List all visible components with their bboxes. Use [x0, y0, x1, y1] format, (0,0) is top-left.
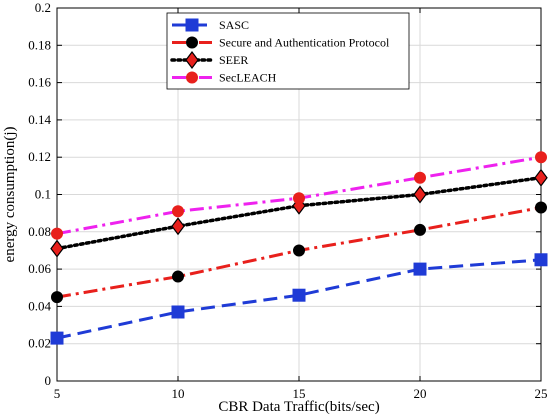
series-0: [50, 253, 548, 345]
legend-entry: Secure and Authentication Protocol: [172, 36, 390, 50]
legend-entry: SecLEACH: [172, 71, 277, 85]
y-tick-label: 0.12: [28, 149, 51, 164]
x-tick-label: 5: [54, 386, 61, 401]
legend-label: SASC: [219, 18, 249, 32]
x-axis-label: CBR Data Traffic(bits/sec): [218, 399, 379, 415]
data-point: [50, 239, 64, 258]
data-point: [293, 244, 305, 257]
y-tick-label: 0.2: [35, 0, 51, 15]
y-tick-label: 0.02: [28, 336, 51, 351]
data-point: [51, 291, 63, 304]
y-axis-ticks: 0 0.02 0.04 0.06 0.08 0.1 0.12 0.14 0.16 0.18 0.2: [28, 0, 541, 388]
data-point: [172, 270, 184, 283]
data-point: [171, 217, 185, 236]
legend: SASC Secure and Authentication Protocol SE…: [166, 12, 410, 90]
legend-swatch-marker: [185, 18, 199, 32]
data-point: [534, 168, 548, 187]
legend-label: SEER: [219, 53, 248, 67]
y-axis-label: energy consumption(j): [2, 127, 18, 263]
x-axis-ticks: 5 10 15 20 25: [54, 8, 548, 401]
data-point: [535, 201, 547, 214]
series-1: [51, 201, 547, 304]
data-point: [413, 185, 427, 204]
legend-entry: SEER: [170, 51, 248, 69]
y-tick-label: 0.14: [28, 112, 51, 127]
y-tick-label: 0.1: [35, 187, 51, 202]
data-point: [293, 192, 305, 205]
data-point: [292, 288, 306, 302]
y-tick-label: 0.04: [28, 298, 51, 313]
data-point: [535, 151, 547, 164]
legend-swatch-marker: [186, 36, 198, 49]
series-line: [56, 258, 542, 340]
data-point: [50, 331, 64, 345]
x-tick-label: 25: [535, 386, 548, 401]
series-3: [51, 151, 547, 240]
y-tick-label: 0.18: [28, 37, 51, 52]
legend-label: Secure and Authentication Protocol: [219, 36, 390, 50]
legend-entry: SASC: [172, 18, 249, 32]
data-point: [171, 305, 185, 319]
x-tick-label: 20: [414, 386, 427, 401]
series: [50, 151, 548, 345]
data-point: [414, 171, 426, 184]
y-tick-label: 0.08: [28, 224, 51, 239]
y-tick-label: 0.06: [28, 261, 51, 276]
data-point: [414, 223, 426, 236]
y-tick-label: 0.16: [28, 75, 51, 90]
x-tick-label: 15: [293, 386, 306, 401]
legend-label: SecLEACH: [219, 71, 277, 85]
legend-swatch-marker: [185, 51, 199, 69]
legend-swatch-marker: [186, 71, 198, 84]
data-point: [51, 227, 63, 240]
x-tick-label: 10: [172, 386, 185, 401]
data-point: [172, 205, 184, 218]
y-tick-label: 0: [45, 373, 52, 388]
data-point: [534, 253, 548, 267]
data-point: [413, 262, 427, 276]
